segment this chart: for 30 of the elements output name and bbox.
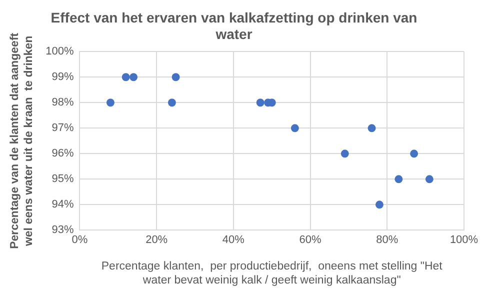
- y-tick-label: 96%: [52, 148, 74, 160]
- y-tick-label: 99%: [52, 71, 74, 84]
- point: [172, 73, 180, 82]
- point: [290, 124, 299, 132]
- point: [168, 98, 176, 107]
- point: [340, 150, 349, 158]
- y-tick-label: 97%: [52, 122, 74, 134]
- point: [106, 98, 114, 107]
- x-tick-label: 0%: [72, 234, 88, 246]
- x-tick-label: 100%: [450, 234, 478, 246]
- y-tick-label: 100%: [46, 46, 74, 58]
- y-tick-label: 95%: [52, 173, 74, 186]
- y-tick-label: 94%: [52, 198, 74, 211]
- x-axis-title: Percentage klanten, per productiebedrijf, oneens met stelling "Het water bevat weinig kalk / geeft weinig kalkaanslag": [101, 260, 444, 286]
- y-axis-title: Percentage van de klanten dat aangeeft wel eens water uit de kraan te drinken: [9, 32, 35, 249]
- x-tick-label: 40%: [222, 234, 245, 246]
- x-tick-label: 80%: [376, 234, 398, 246]
- point: [368, 124, 376, 132]
- y-tick-label: 93%: [52, 224, 74, 236]
- chart-title: Effect van het ervaren van kalkafzetting op drinken van water: [50, 9, 418, 42]
- point: [256, 98, 264, 107]
- point: [122, 73, 130, 82]
- point: [425, 175, 434, 184]
- point: [394, 175, 403, 184]
- x-tick-label: 60%: [299, 234, 322, 246]
- point: [130, 73, 138, 82]
- y-tick-label: 98%: [52, 96, 74, 109]
- point: [375, 200, 384, 209]
- x-tick-label: 20%: [146, 234, 168, 246]
- point: [410, 150, 418, 158]
